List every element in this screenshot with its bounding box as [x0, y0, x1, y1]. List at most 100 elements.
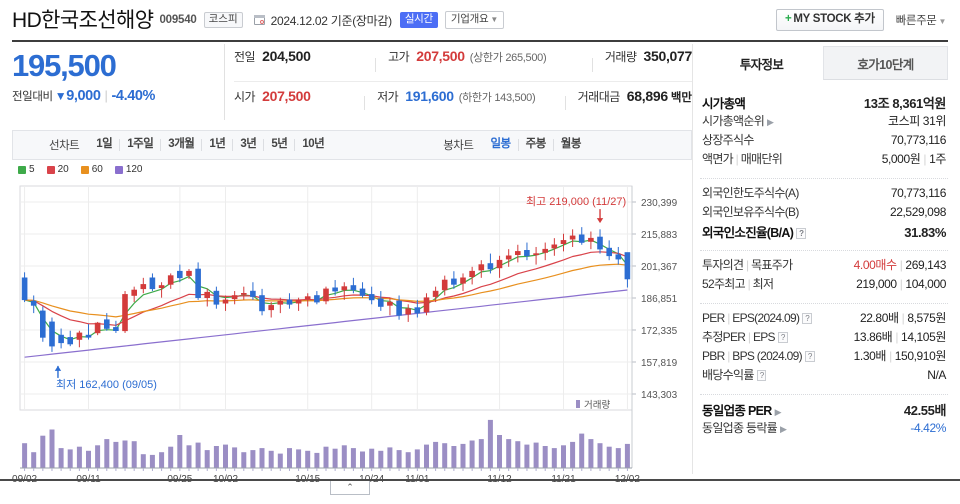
investment-row-label-2: 최저 — [752, 277, 774, 291]
candle-chart-group: 봉차트 일봉 주봉 월봉 — [443, 137, 588, 153]
prev-close-value: 204,500 — [262, 48, 311, 64]
investment-row: 시가총액 13조 8,361억원 — [700, 93, 948, 112]
investment-row-value-2: 1주 — [929, 152, 946, 166]
investment-row[interactable]: 시가총액순위 ▶ 코스피 31위 — [700, 112, 948, 131]
header-divider — [12, 40, 948, 42]
chart-period-1년[interactable]: 1년 — [201, 139, 232, 151]
label-separator: | — [724, 311, 733, 325]
investment-row-label-2: 목표주가 — [751, 258, 793, 272]
quick-order-dropdown[interactable]: 빠른주문 ▼ — [895, 12, 947, 28]
left-column: 195,500 전일대비 ▼9,000 | -4.40% 전일 204,500 고가 … — [12, 42, 692, 504]
svg-text:143,303: 143,303 — [641, 390, 678, 401]
value-highlight: 4.00매수 — [853, 258, 897, 272]
price-chart[interactable]: 5 20 60 120 230,399 215,883 201,367 186,851 172… — [12, 164, 692, 504]
label-separator: | — [745, 330, 753, 344]
chart-period-tabs: 선차트 1일 1주일 3개월 1년 3년 5년 10년 봉차트 일봉 주봉 월봉 — [12, 130, 692, 160]
volume-cell: 거래량 350,077 — [605, 48, 692, 65]
investment-row-value: 5,000원 | 1주 — [881, 152, 947, 166]
investment-row-label: 상장주식수 — [702, 133, 754, 147]
value-separator: | — [899, 277, 903, 291]
candle-chart-label: 봉차트 — [443, 140, 474, 152]
ma-legend-label: 5 — [29, 164, 35, 175]
tab-investment-info[interactable]: 투자정보 — [700, 46, 823, 80]
add-my-stock-button[interactable]: + MY STOCK 추가 — [775, 8, 884, 32]
open-label: 시가 — [234, 90, 256, 104]
investment-row: PBR | BPS (2024.09)? 1.30배 | 150,910원 — [700, 347, 948, 366]
page-header: HD한국조선해양 009540 코스피 2024.12.02 기준(장마감) 실… — [0, 0, 960, 40]
chart-period-5년[interactable]: 5년 — [263, 139, 294, 151]
investment-row-value: 42.55배 — [903, 403, 946, 418]
quick-order-label: 빠른주문 — [895, 15, 937, 27]
ma-legend-60: 60 — [80, 164, 103, 175]
svg-text:186,851: 186,851 — [641, 294, 678, 305]
help-icon[interactable]: ? — [802, 313, 812, 324]
calendar-icon — [253, 14, 266, 26]
add-my-stock-label: MY STOCK 추가 — [793, 12, 875, 25]
investment-row-value: 219,000 | 104,000 — [856, 277, 946, 291]
candlestick-chart-svg[interactable]: 230,399 215,883 201,367 186,851 172,335 157,8… — [12, 178, 692, 504]
chart-candle-주봉[interactable]: 주봉 — [517, 139, 553, 151]
chart-period-10년[interactable]: 10년 — [294, 139, 331, 151]
chart-period-1주일[interactable]: 1주일 — [119, 139, 160, 151]
ma-legend-label: 120 — [125, 164, 143, 175]
investment-row[interactable]: 동일업종 PER ▶ 42.55배 — [700, 400, 948, 419]
quote-row-2: 시가 207,500 저가 191,600 (하한가 143,500) 거래대금… — [234, 81, 692, 117]
help-icon[interactable]: ? — [777, 332, 788, 343]
investment-row: 상장주식수 70,773,116 — [700, 131, 948, 150]
current-price-block: 195,500 전일대비 ▼9,000 | -4.40% — [12, 49, 217, 103]
investment-row: PER | EPS(2024.09)? 22.80배 | 8,575원 — [700, 309, 948, 328]
ma-legend-120: 120 — [114, 164, 143, 175]
chart-period-3개월[interactable]: 3개월 — [160, 139, 201, 151]
lower-limit: (하한가 143,500) — [458, 92, 536, 104]
tab-orderbook-10[interactable]: 호가10단계 — [823, 46, 948, 80]
investment-row[interactable]: 동일업종 등락률 ▶ -4.42% — [700, 419, 948, 438]
chart-period-3년[interactable]: 3년 — [232, 139, 263, 151]
investment-row-value: 13.86배 | 14,105원 — [853, 330, 947, 344]
volume-label: 거래량 — [604, 50, 637, 64]
price-summary: 195,500 전일대비 ▼9,000 | -4.40% 전일 204,500 고가 … — [12, 42, 692, 122]
chart-candle-월봉[interactable]: 월봉 — [552, 139, 588, 151]
help-icon[interactable]: ? — [796, 228, 807, 239]
change-label: 전일대비 — [12, 90, 53, 103]
investment-row: 외국인한도주식수(A) 70,773,116 — [700, 184, 948, 203]
collapse-panel-button[interactable]: ⌃ — [330, 481, 370, 495]
investment-row-label: 외국인소진율(B/A)? — [702, 222, 807, 241]
company-overview-label: 기업개요 — [450, 13, 489, 26]
high-cell: 고가 207,500 (상한가 265,500) — [388, 48, 580, 65]
value-separator: | — [895, 330, 899, 344]
divider — [375, 57, 377, 72]
down-triangle-icon: ▼ — [54, 88, 67, 103]
investment-row-value: 4.00매수 | 269,143 — [853, 256, 947, 273]
investment-info-body: 시가총액 13조 8,361억원 시가총액순위 ▶ 코스피 31위 상장주식수 70,773… — [700, 80, 948, 447]
chevron-right-icon: ▶ — [767, 117, 774, 127]
help-icon[interactable]: ? — [756, 370, 767, 381]
prev-close-label: 전일 — [234, 50, 256, 64]
trade-amount-value: 68,896 — [626, 88, 668, 104]
ma-legend-label: 20 — [57, 164, 69, 175]
investment-row-label: 액면가 | 매매단위 — [702, 152, 783, 166]
help-icon[interactable]: ? — [804, 351, 815, 362]
high-value: 207,500 — [416, 48, 465, 64]
investment-row: 추정PER | EPS? 13.86배 | 14,105원 — [700, 328, 948, 347]
investment-row-value: 70,773,116 — [890, 133, 947, 147]
trade-amount-unit: 백만 — [670, 92, 692, 104]
chart-period-1일[interactable]: 1일 — [96, 138, 113, 151]
label-separator: | — [724, 349, 733, 363]
svg-text:201,367: 201,367 — [641, 262, 678, 273]
investment-row-value: 코스피 31위 — [887, 114, 946, 128]
plus-icon: + — [784, 12, 792, 25]
ma-legend-20: 20 — [46, 164, 69, 175]
realtime-badge[interactable]: 실시간 — [399, 12, 438, 28]
svg-text:172,335: 172,335 — [641, 326, 678, 337]
investment-section-1: 외국인한도주식수(A) 70,773,116 외국인보유주식수(B) 22,529,0… — [700, 179, 948, 251]
company-overview-dropdown[interactable]: 기업개요 ▼ — [444, 11, 504, 29]
trade-amount-label: 거래대금 — [577, 90, 621, 104]
line-chart-group: 선차트 1일 1주일 3개월 1년 3년 5년 10년 — [49, 137, 331, 153]
investment-row-value-2: 14,105원 — [901, 330, 946, 344]
svg-text:거래량: 거래량 — [584, 399, 610, 411]
investment-row: 외국인소진율(B/A)? 31.83% — [700, 222, 948, 241]
divider — [591, 57, 593, 72]
chart-candle-일봉[interactable]: 일봉 — [490, 138, 511, 151]
investment-row-value: 22,529,098 — [889, 205, 946, 219]
